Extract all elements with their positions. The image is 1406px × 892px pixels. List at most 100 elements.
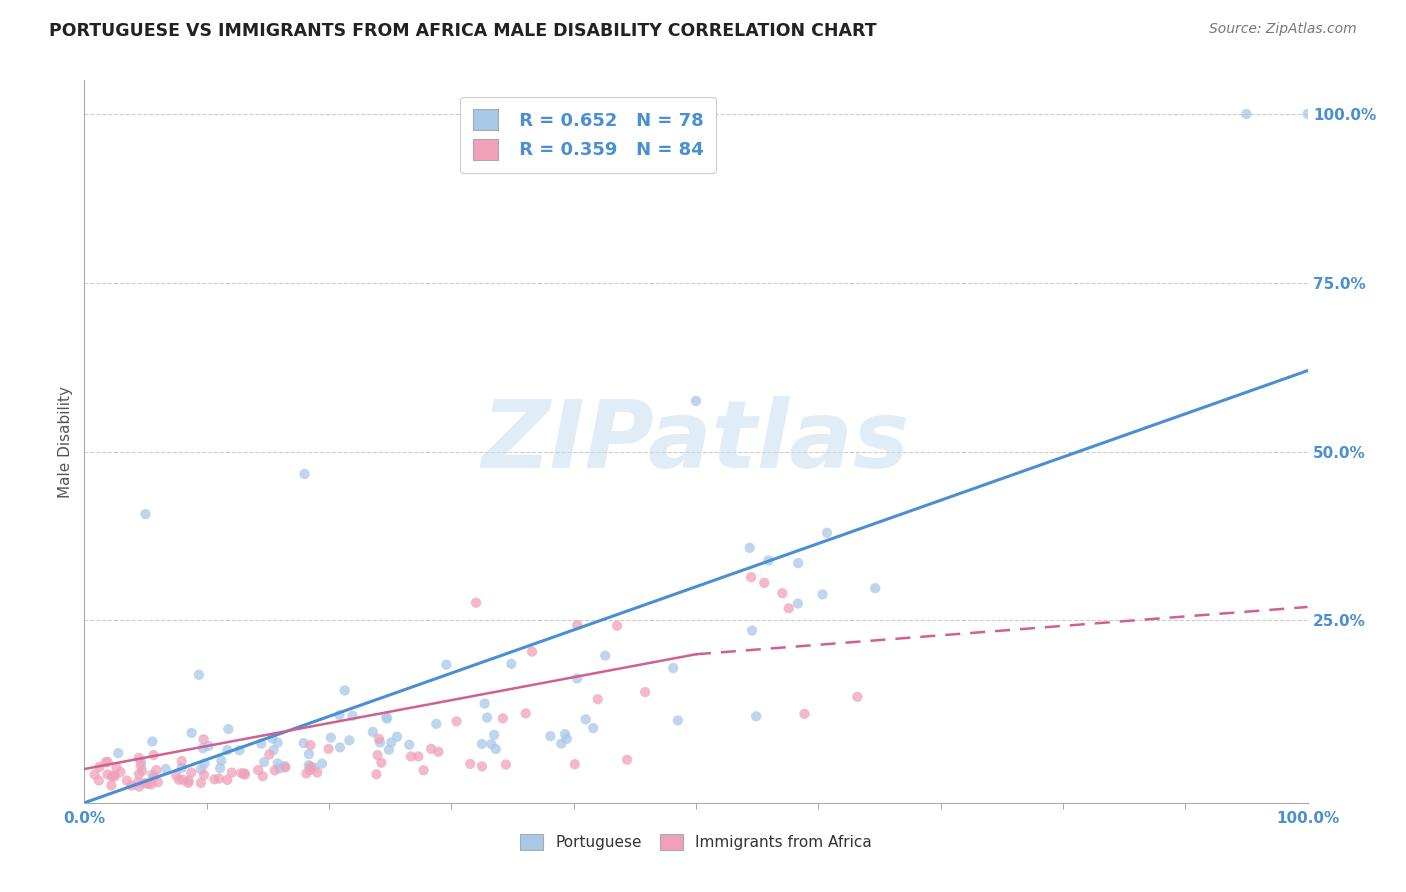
Point bbox=[538, 729, 561, 743]
Point bbox=[501, 657, 523, 671]
Point bbox=[294, 467, 316, 481]
Point bbox=[811, 587, 834, 601]
Point bbox=[302, 761, 325, 775]
Point bbox=[425, 717, 447, 731]
Point bbox=[134, 776, 156, 790]
Point bbox=[745, 709, 768, 723]
Point bbox=[342, 708, 364, 723]
Point bbox=[555, 731, 578, 746]
Point bbox=[758, 553, 780, 567]
Point bbox=[846, 690, 869, 704]
Point bbox=[217, 743, 239, 757]
Point bbox=[180, 726, 202, 740]
Point bbox=[233, 767, 256, 781]
Point bbox=[385, 730, 408, 744]
Point bbox=[412, 763, 434, 777]
Point bbox=[247, 763, 270, 777]
Point bbox=[180, 765, 202, 780]
Point bbox=[1236, 107, 1258, 121]
Point bbox=[217, 722, 239, 736]
Point bbox=[110, 764, 132, 779]
Point bbox=[298, 747, 321, 761]
Point bbox=[406, 749, 429, 764]
Point bbox=[259, 747, 281, 762]
Point bbox=[100, 779, 122, 793]
Point bbox=[586, 692, 609, 706]
Point bbox=[863, 581, 886, 595]
Point bbox=[141, 767, 163, 781]
Point bbox=[97, 755, 120, 769]
Point bbox=[786, 597, 808, 611]
Point bbox=[375, 712, 398, 726]
Point bbox=[741, 624, 763, 638]
Point bbox=[567, 618, 589, 632]
Point bbox=[299, 760, 322, 774]
Point bbox=[318, 742, 340, 756]
Point bbox=[666, 714, 689, 728]
Point bbox=[564, 757, 586, 772]
Point bbox=[554, 727, 576, 741]
Point bbox=[740, 570, 762, 584]
Point bbox=[89, 760, 111, 774]
Point bbox=[606, 619, 628, 633]
Point bbox=[172, 772, 194, 787]
Point bbox=[515, 706, 537, 721]
Point bbox=[128, 767, 150, 781]
Point bbox=[298, 758, 321, 772]
Point bbox=[136, 777, 159, 791]
Point bbox=[446, 714, 468, 729]
Point bbox=[427, 745, 450, 759]
Point bbox=[485, 742, 508, 756]
Point bbox=[209, 761, 232, 775]
Point bbox=[177, 773, 200, 788]
Point bbox=[274, 760, 297, 774]
Point bbox=[378, 743, 401, 757]
Point bbox=[398, 738, 420, 752]
Point bbox=[520, 644, 543, 658]
Point bbox=[582, 721, 605, 735]
Point bbox=[368, 735, 391, 749]
Point bbox=[770, 586, 793, 600]
Point bbox=[233, 766, 256, 780]
Point bbox=[204, 772, 226, 787]
Point bbox=[458, 756, 481, 771]
Point bbox=[262, 731, 284, 746]
Point bbox=[131, 764, 153, 778]
Point bbox=[593, 648, 616, 663]
Point bbox=[155, 762, 177, 776]
Point bbox=[129, 755, 152, 769]
Point bbox=[87, 773, 110, 788]
Point bbox=[319, 731, 342, 745]
Point bbox=[370, 756, 392, 770]
Text: PORTUGUESE VS IMMIGRANTS FROM AFRICA MALE DISABILITY CORRELATION CHART: PORTUGUESE VS IMMIGRANTS FROM AFRICA MAL… bbox=[49, 22, 877, 40]
Point bbox=[298, 763, 321, 777]
Point bbox=[366, 767, 388, 781]
Point bbox=[101, 769, 124, 783]
Point bbox=[434, 657, 457, 672]
Point bbox=[104, 769, 127, 783]
Point bbox=[115, 773, 138, 788]
Point bbox=[143, 770, 166, 784]
Point bbox=[329, 740, 352, 755]
Point bbox=[145, 763, 167, 777]
Point bbox=[228, 743, 250, 757]
Point bbox=[361, 725, 384, 739]
Point bbox=[492, 711, 515, 725]
Point bbox=[471, 737, 494, 751]
Point bbox=[231, 766, 253, 780]
Point bbox=[97, 767, 120, 781]
Point bbox=[474, 697, 496, 711]
Point bbox=[299, 738, 322, 752]
Point bbox=[738, 541, 761, 555]
Point bbox=[128, 751, 150, 765]
Point bbox=[146, 775, 169, 789]
Point bbox=[475, 710, 498, 724]
Point bbox=[273, 759, 295, 773]
Point bbox=[328, 708, 350, 723]
Point bbox=[103, 769, 125, 783]
Point bbox=[170, 754, 193, 768]
Point bbox=[368, 731, 391, 746]
Point bbox=[170, 761, 193, 775]
Legend: Portuguese, Immigrants from Africa: Portuguese, Immigrants from Africa bbox=[515, 828, 877, 856]
Point bbox=[83, 767, 105, 781]
